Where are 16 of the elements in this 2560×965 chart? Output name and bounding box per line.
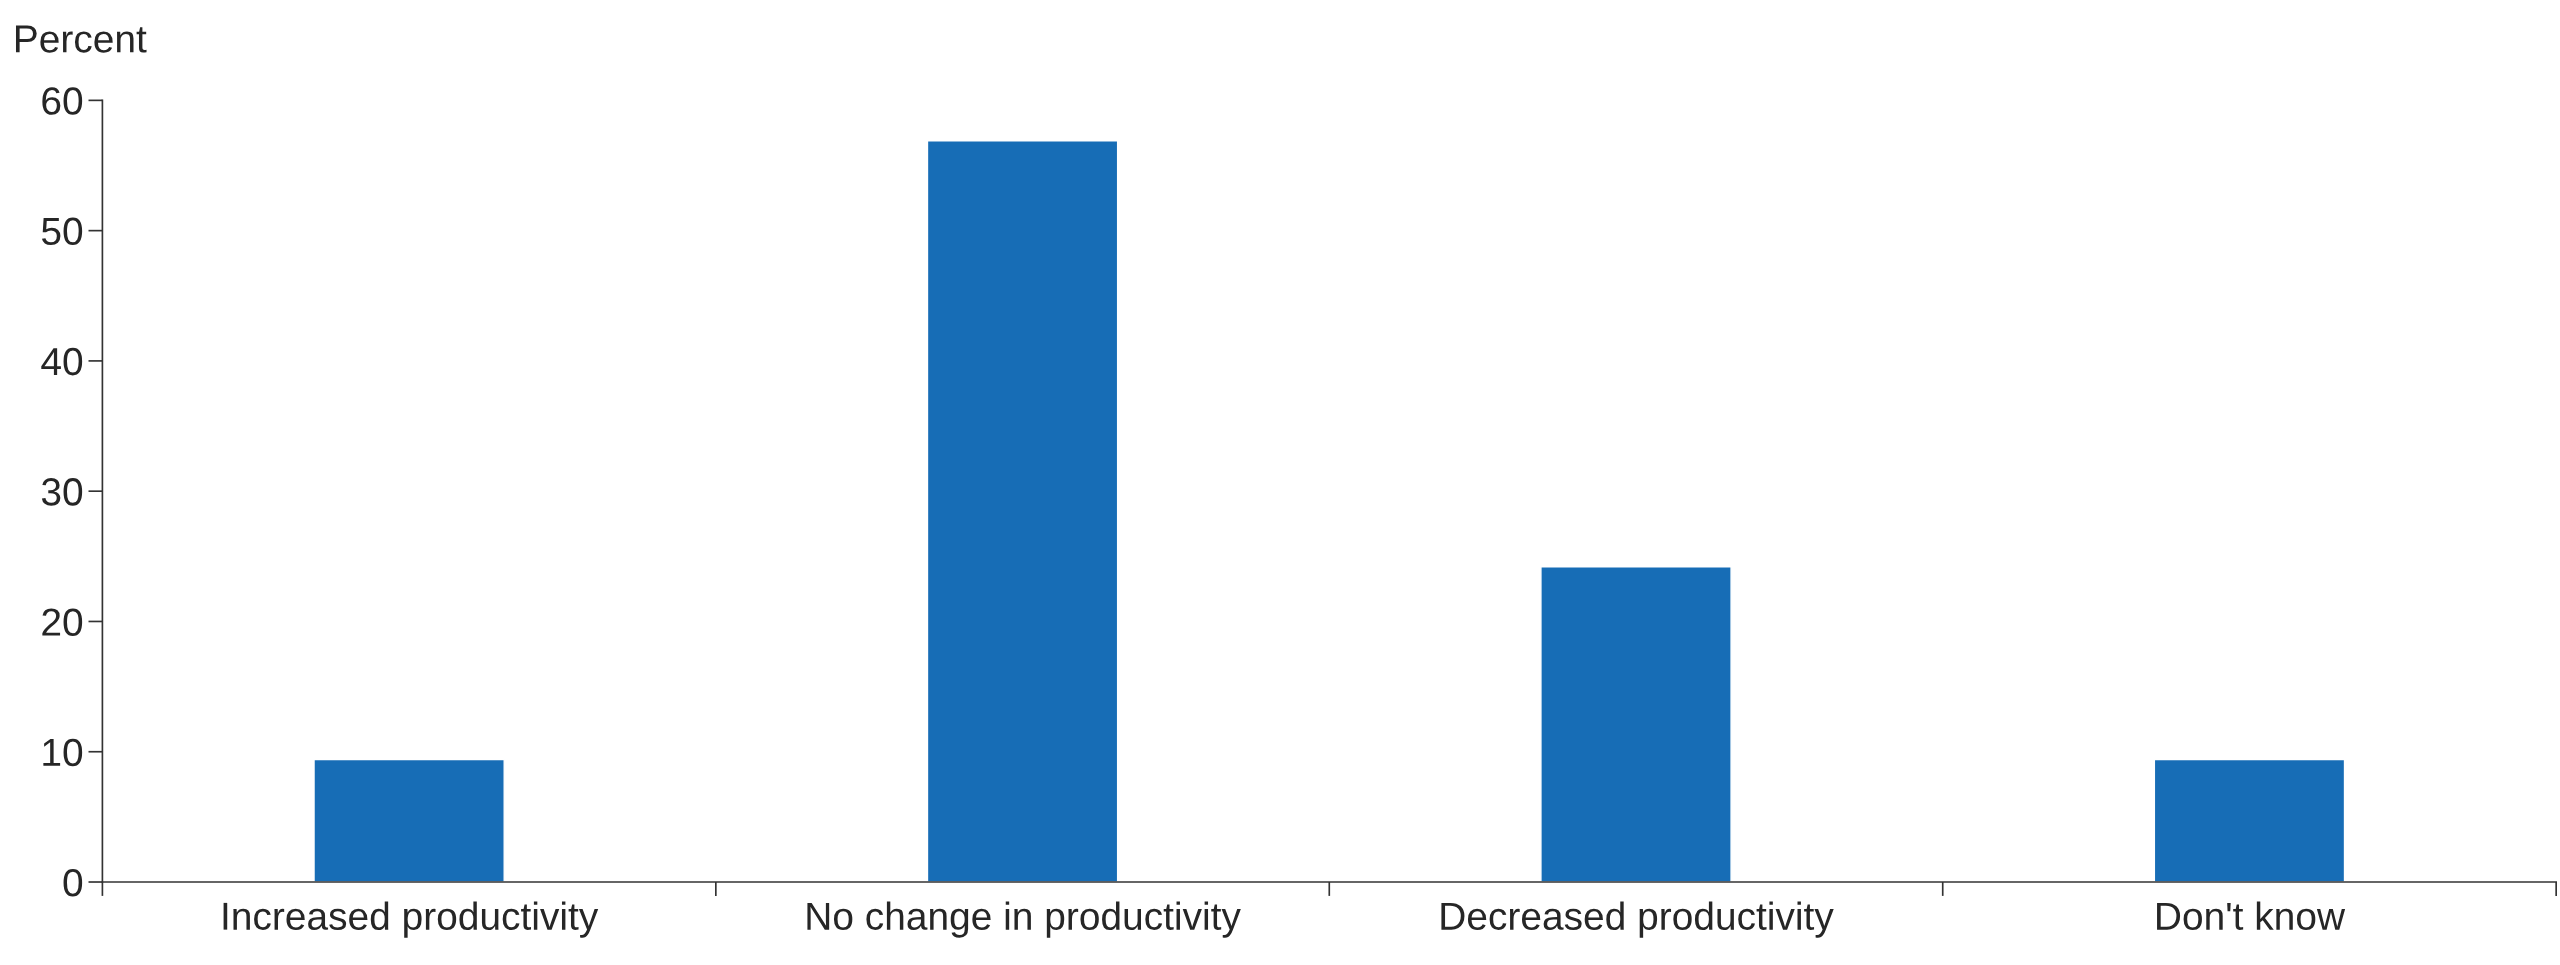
bar (1540, 566, 1732, 883)
y-axis-title: Percent (15, 25, 147, 53)
x-tick-label: Don't know (2157, 901, 2346, 931)
y-tick-label: 10 (43, 738, 83, 767)
bar (313, 758, 505, 883)
bar (2153, 758, 2346, 883)
y-tick-label: 60 (42, 87, 83, 115)
y-tick-label: 30 (41, 478, 83, 506)
y-tick-label: 0 (63, 868, 83, 897)
y-tick-label: 20 (42, 608, 83, 636)
x-tick-label: Increased productivity (223, 901, 599, 938)
x-tick-label: Decreased productivity (1441, 901, 1834, 938)
bar (926, 140, 1119, 883)
y-tick-label: 50 (41, 217, 83, 246)
y-tick-label: 40 (41, 347, 83, 376)
x-tick-label: No change in productivity (807, 901, 1241, 938)
